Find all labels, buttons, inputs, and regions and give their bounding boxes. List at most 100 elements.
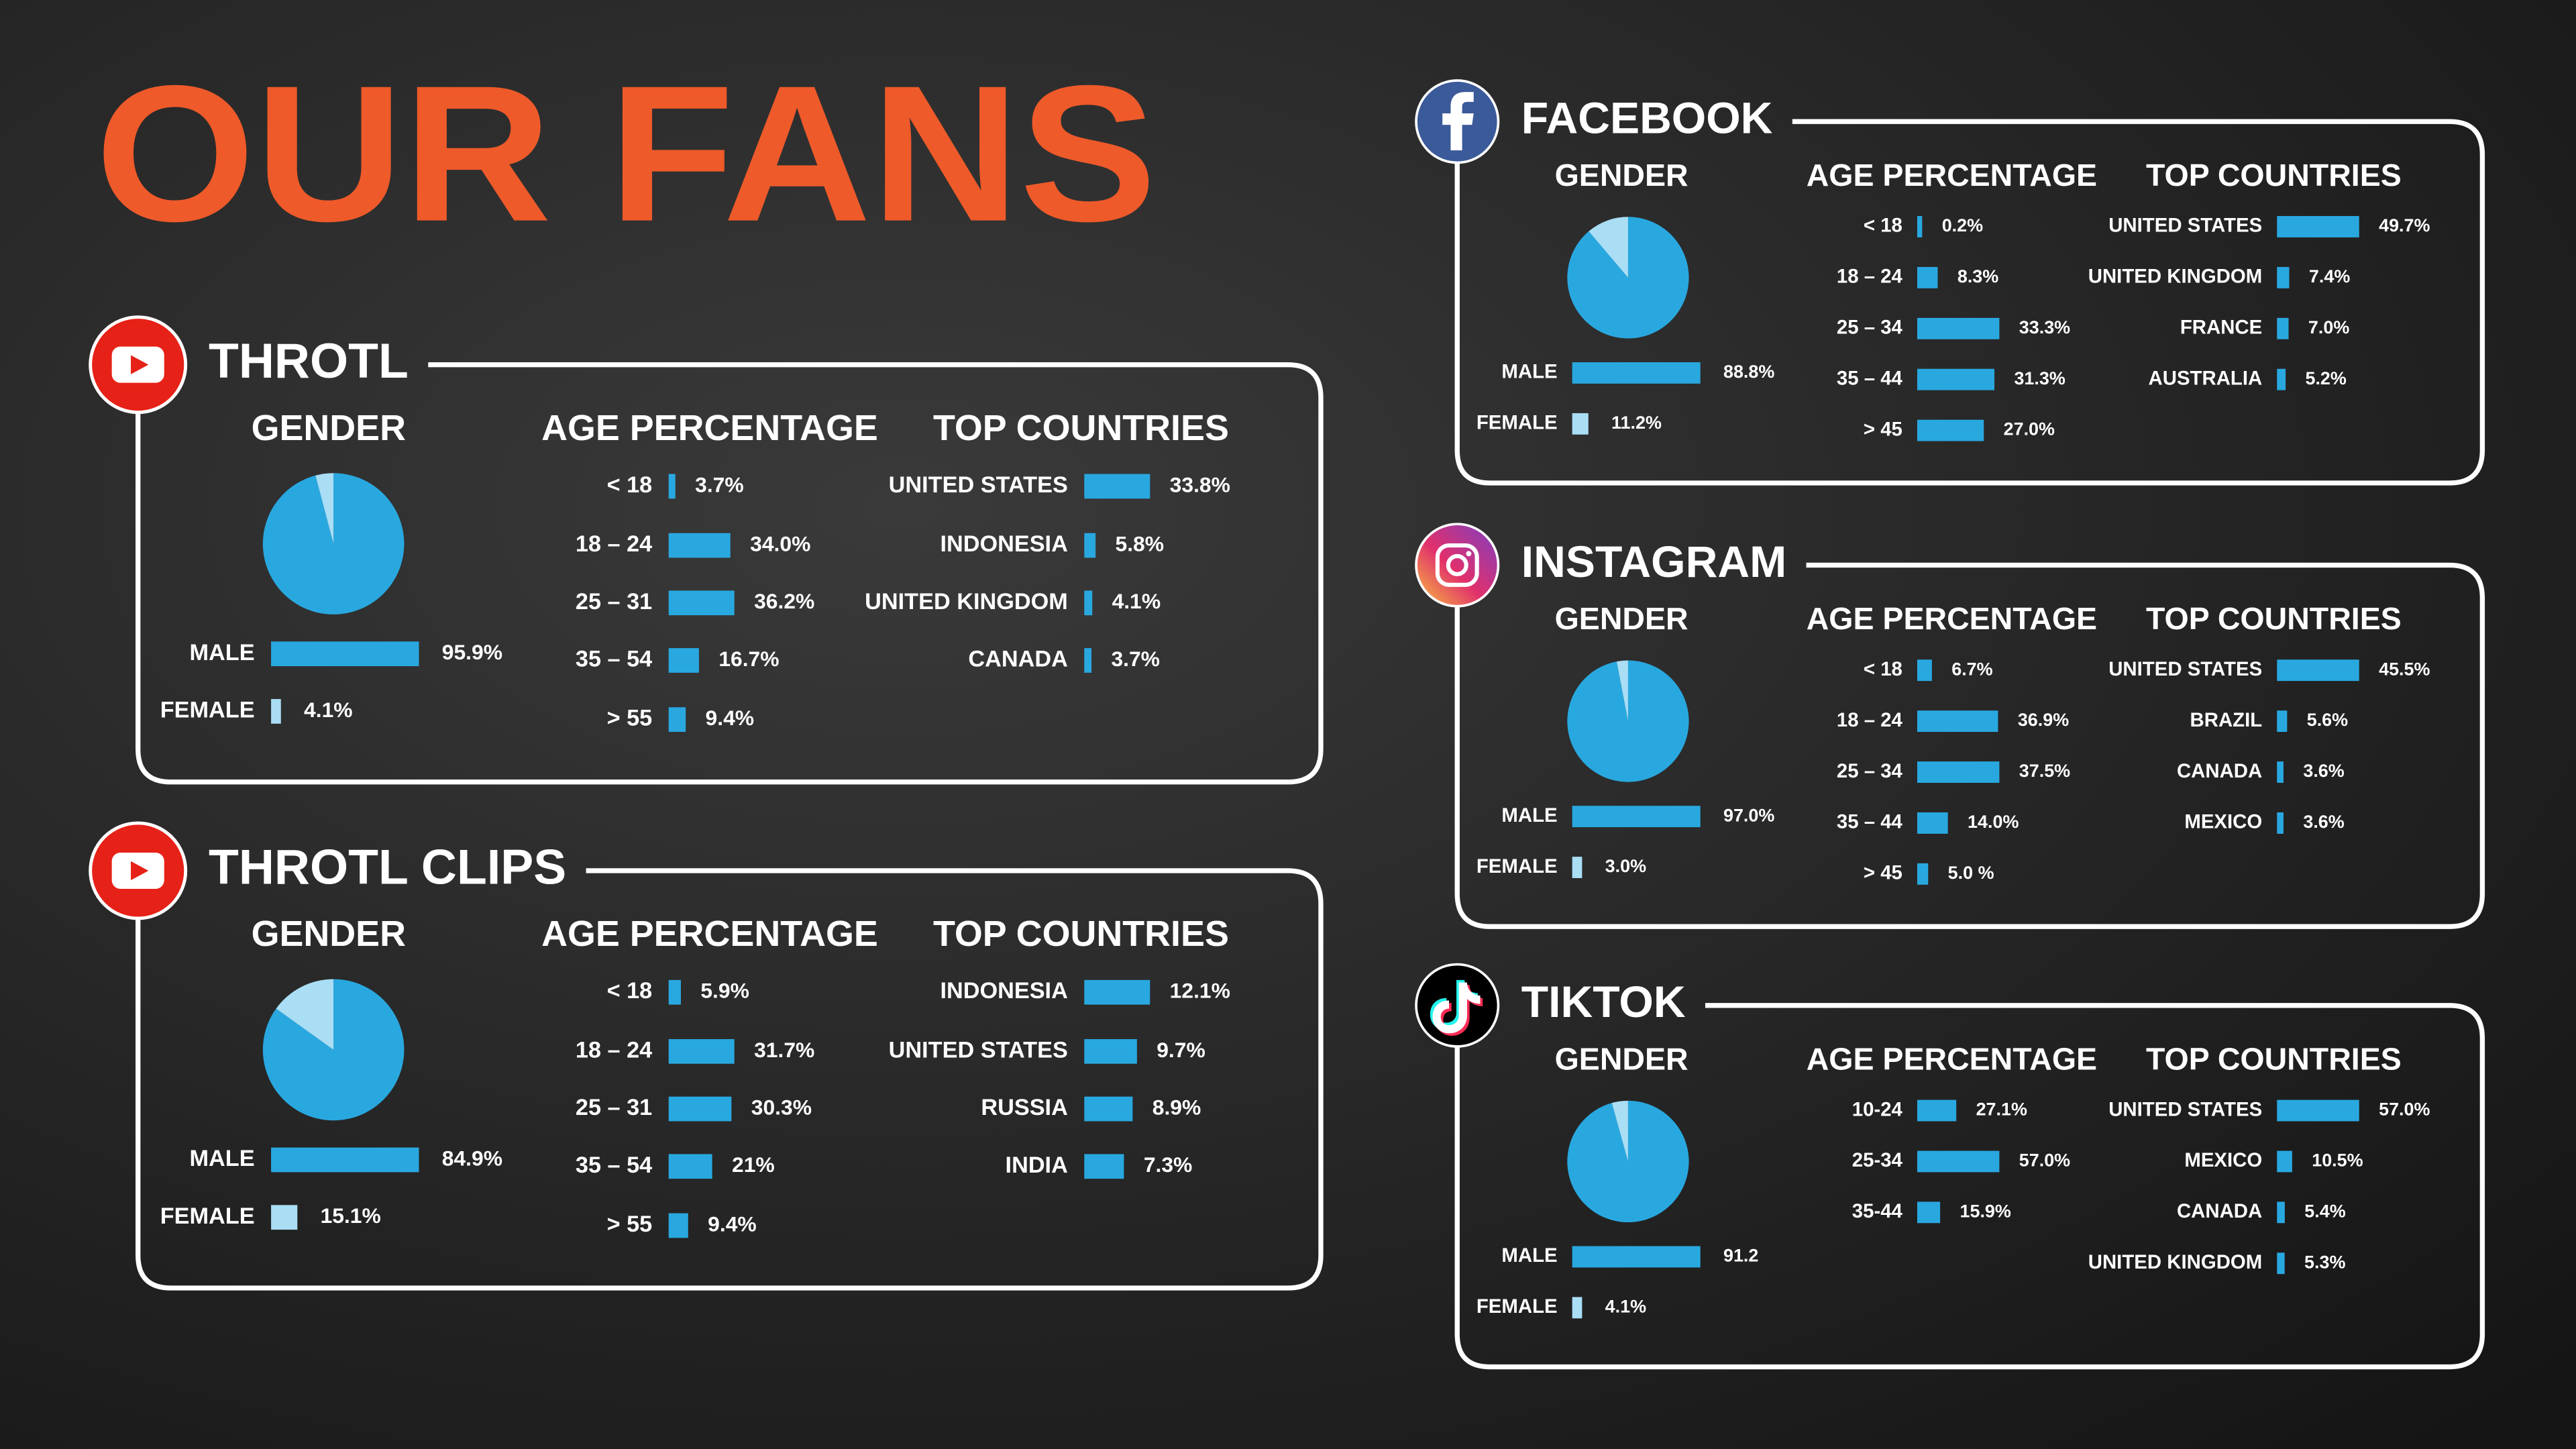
- bar-label: 18 – 24: [576, 531, 652, 557]
- bar: [1572, 806, 1701, 828]
- value-label: 34.0%: [750, 531, 810, 555]
- platform-title: THROTL CLIPS: [209, 839, 566, 894]
- value-label: 95.9%: [442, 640, 502, 664]
- value-label: 45.5%: [2379, 659, 2430, 679]
- bar: [2277, 216, 2359, 237]
- value-label: 33.3%: [2019, 317, 2070, 337]
- value-label: 84.9%: [442, 1146, 502, 1170]
- value-label: 5.2%: [2305, 368, 2346, 388]
- panel-frame: [1454, 1003, 2485, 1370]
- value-label: 12.1%: [1170, 979, 1230, 1003]
- bar-label: MEXICO: [2184, 811, 2262, 833]
- bar-label: < 18: [607, 472, 653, 498]
- bar: [1084, 1038, 1137, 1064]
- section-heading: GENDER: [252, 914, 406, 954]
- bar-label: CANADA: [968, 647, 1067, 672]
- value-label: 9.4%: [706, 706, 755, 730]
- bar: [1917, 266, 1938, 288]
- bar: [668, 474, 676, 499]
- pie-slice: [1567, 217, 1689, 339]
- value-label: 57.0%: [2019, 1150, 2070, 1171]
- bar: [1084, 533, 1096, 558]
- value-label: 11.2%: [1611, 413, 1662, 433]
- icon-circle: [1415, 523, 1500, 608]
- bar-label: 10-24: [1852, 1098, 1903, 1120]
- bar-label: < 18: [607, 978, 653, 1004]
- bar: [1084, 1096, 1133, 1122]
- value-label: 9.7%: [1157, 1038, 1205, 1062]
- panel-frame: [136, 868, 1324, 1291]
- bar: [2277, 1252, 2285, 1275]
- bar-label: CANADA: [2177, 1200, 2262, 1222]
- value-label: 49.7%: [2379, 215, 2430, 235]
- bar-label: 25 – 31: [576, 589, 652, 614]
- section-heading: AGE PERCENTAGE: [541, 914, 878, 954]
- bar: [2277, 1099, 2359, 1122]
- pie-slice: [315, 473, 334, 544]
- section-heading: AGE PERCENTAGE: [1807, 1041, 2097, 1076]
- bar: [271, 1147, 419, 1173]
- bar: [1917, 659, 1932, 682]
- value-label: 36.2%: [754, 589, 814, 613]
- bar: [1917, 1099, 1957, 1122]
- icon-shape: [131, 355, 149, 374]
- bar-label: UNITED STATES: [2108, 658, 2262, 680]
- value-label: 57.0%: [2379, 1099, 2430, 1120]
- bar-label: 35 – 54: [576, 647, 652, 672]
- bar: [1572, 1297, 1582, 1319]
- bar-label: UNITED STATES: [2108, 1098, 2262, 1120]
- value-label: 36.9%: [2018, 710, 2069, 730]
- value-label: 27.1%: [1976, 1099, 2027, 1120]
- bar-label: FEMALE: [160, 697, 255, 722]
- value-label: 37.5%: [2019, 761, 2070, 781]
- value-label: 10.5%: [2312, 1150, 2363, 1171]
- bar: [2277, 368, 2286, 390]
- bar: [668, 590, 735, 616]
- bar: [1572, 362, 1701, 384]
- value-label: 5.3%: [2304, 1252, 2345, 1272]
- bar: [668, 1038, 735, 1064]
- bar-label: INDIA: [1006, 1152, 1068, 1178]
- bar-label: UNITED KINGDOM: [865, 589, 1068, 614]
- bar: [1917, 710, 1998, 733]
- bar-label: < 18: [1864, 658, 1902, 680]
- bar: [271, 699, 281, 724]
- platform-icon: [1415, 963, 1500, 1048]
- value-label: 8.3%: [1957, 266, 1998, 286]
- platform-title: FACEBOOK: [1521, 94, 1773, 144]
- value-label: 5.0 %: [1948, 863, 1994, 883]
- bar-label: 25 – 34: [1837, 760, 1903, 782]
- bar: [1917, 317, 2000, 339]
- value-label: 7.3%: [1144, 1152, 1193, 1177]
- platform-icon: [89, 315, 188, 415]
- value-label: 27.0%: [2004, 419, 2055, 439]
- bar-label: UNITED KINGDOM: [2088, 266, 2262, 288]
- pie-slice: [276, 979, 334, 1050]
- value-label: 91.2: [1723, 1246, 1758, 1266]
- value-label: 88.8%: [1723, 362, 1774, 382]
- value-label: 7.4%: [2309, 266, 2350, 286]
- value-label: 0.2%: [1942, 215, 1983, 235]
- icon-shape: [1466, 551, 1472, 557]
- bar: [1917, 761, 2000, 783]
- platform-icon: [89, 821, 188, 920]
- bar-label: FEMALE: [1477, 1295, 1558, 1318]
- section-heading: GENDER: [1555, 158, 1688, 193]
- bar-label: FEMALE: [1477, 412, 1558, 434]
- bar-label: 35 – 44: [1837, 811, 1903, 833]
- bar: [668, 1213, 688, 1238]
- bar-label: UNITED STATES: [2108, 215, 2262, 237]
- bar-label: INDONESIA: [940, 978, 1067, 1004]
- section-heading: TOP COUNTRIES: [2146, 601, 2402, 636]
- value-label: 31.7%: [754, 1038, 814, 1062]
- section-heading: TOP COUNTRIES: [933, 408, 1229, 448]
- bar: [1572, 1246, 1701, 1268]
- bar: [668, 979, 681, 1005]
- bar: [1917, 1150, 2000, 1173]
- value-label: 9.4%: [708, 1212, 757, 1236]
- bar-label: > 45: [1864, 418, 1902, 440]
- bar: [271, 1205, 298, 1230]
- value-label: 15.1%: [321, 1203, 381, 1228]
- value-label: 5.9%: [700, 979, 749, 1003]
- icon-shape: [1446, 553, 1468, 576]
